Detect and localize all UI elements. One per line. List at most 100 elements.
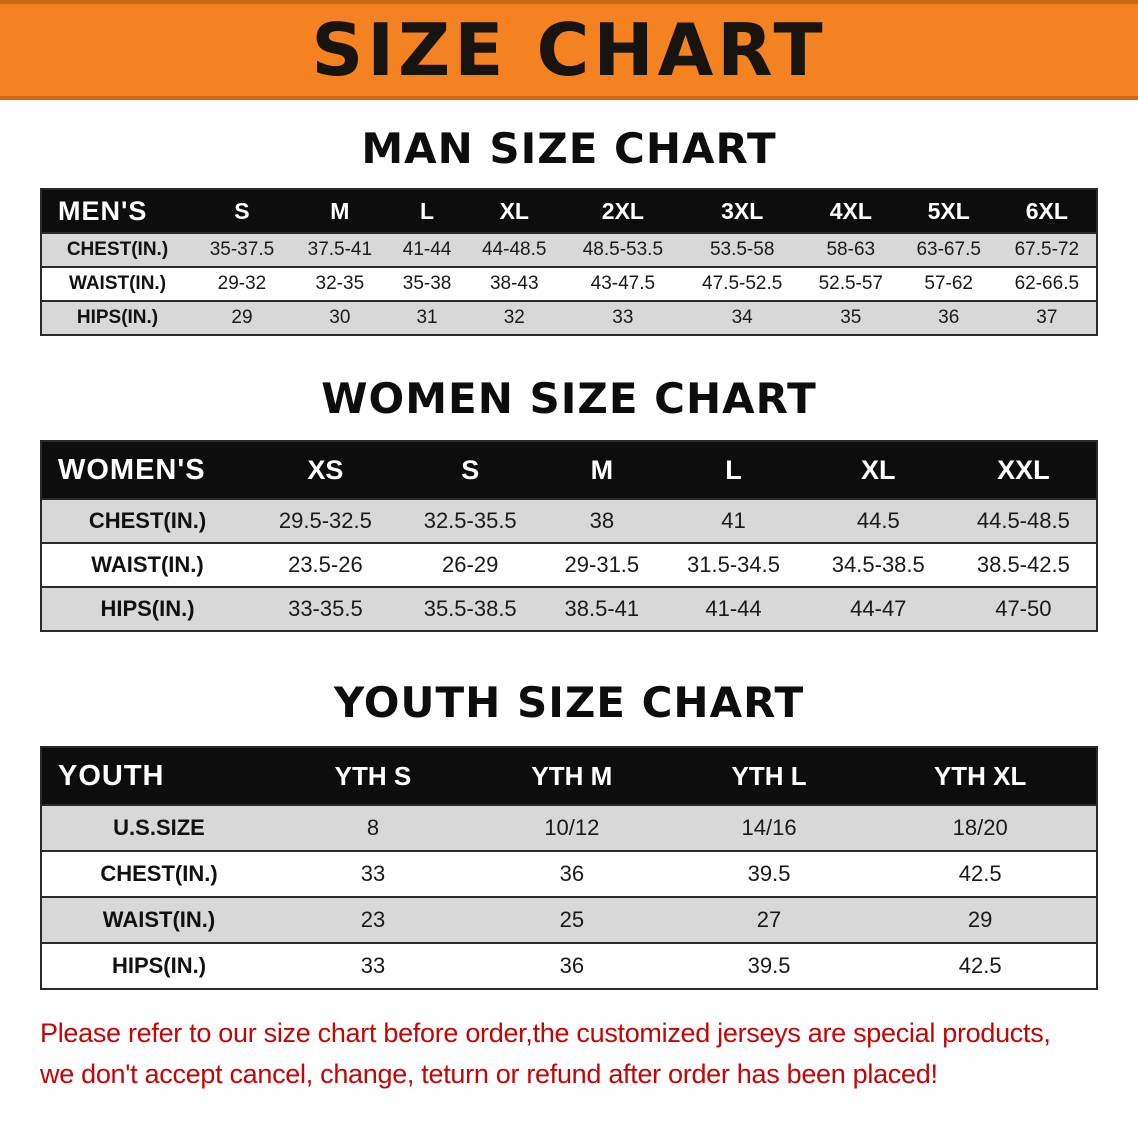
men-size-table: MEN'S S M L XL 2XL 3XL 4XL 5XL 6XL CHEST(IN.) 35-37… [40, 188, 1098, 336]
column-header: 2XL [601, 197, 644, 224]
title-banner: SIZE CHART [0, 0, 1138, 100]
size-cell: 41-44 [402, 239, 452, 260]
column-header: 5XL [927, 197, 970, 224]
row-label: HIPS(IN.) [76, 307, 159, 328]
column-header: YTH S [334, 760, 412, 791]
size-cell: 44-48.5 [482, 239, 547, 260]
size-cell: 35 [840, 307, 862, 328]
table-header-row: YOUTH YTH S YTH M YTH L YTH XL [41, 747, 1097, 805]
column-header: L [725, 454, 742, 485]
size-cell: 29.5-32.5 [278, 508, 372, 533]
size-cell: 36 [559, 861, 585, 886]
size-cell: 29 [231, 307, 253, 328]
size-cell: 23.5-26 [288, 552, 363, 577]
column-header: XS [307, 454, 344, 485]
size-cell: 42.5 [958, 953, 1002, 978]
disclaimer-line-2: we don't accept cancel, change, teturn o… [40, 1059, 938, 1090]
size-cell: 25 [559, 907, 585, 932]
size-cell: 31 [416, 307, 438, 328]
table-row: WAIST(IN.) 29-32 32-35 35-38 38-43 43-47.5 47.… [41, 267, 1097, 301]
size-cell: 39.5 [747, 953, 791, 978]
size-cell: 36 [938, 307, 960, 328]
youth-size-table: YOUTH YTH S YTH M YTH L YTH XL U.S.SIZE 8 10/12… [40, 746, 1098, 990]
size-cell: 37 [1036, 307, 1058, 328]
size-cell: 58-63 [826, 239, 876, 260]
size-table: WOMEN'S XS S M L XL XXL CHEST(IN.) 29.5-32.5 32.5… [40, 440, 1098, 632]
size-cell: 38 [589, 508, 615, 533]
size-cell: 23 [360, 907, 386, 932]
table-group-label: YOUTH [58, 759, 165, 792]
size-cell: 30 [329, 307, 351, 328]
row-label: HIPS(IN.) [111, 953, 207, 978]
size-cell: 53.5-58 [709, 239, 775, 260]
row-label: HIPS(IN.) [100, 596, 195, 621]
row-label: WAIST(IN.) [102, 907, 216, 932]
column-header: YTH XL [933, 760, 1027, 791]
table-row: HIPS(IN.) 33-35.5 35.5-38.5 38.5-41 41-44 44-… [41, 587, 1097, 631]
table-row: CHEST(IN.) 29.5-32.5 32.5-35.5 38 41 44.5 44.5… [41, 499, 1097, 543]
size-cell: 29 [967, 907, 993, 932]
size-cell: 8 [366, 815, 380, 840]
size-cell: 37.5-41 [307, 239, 373, 260]
table-row: CHEST(IN.) 35-37.5 37.5-41 41-44 44-48.5 48.5… [41, 233, 1097, 267]
table-row: HIPS(IN.) 33 36 39.5 42.5 [41, 943, 1097, 989]
disclaimer-note: Please refer to our size chart before or… [40, 1016, 1138, 1092]
size-cell: 32.5-35.5 [423, 508, 517, 533]
size-cell: 35.5-38.5 [423, 596, 517, 621]
table-header-row: MEN'S S M L XL 2XL 3XL 4XL 5XL 6XL [41, 189, 1097, 233]
size-cell: 10/12 [544, 815, 600, 840]
column-header: YTH L [731, 760, 807, 791]
size-cell: 44.5 [856, 508, 900, 533]
size-cell: 38.5-41 [564, 596, 640, 621]
size-cell: 62-66.5 [1014, 273, 1080, 294]
size-cell: 34 [731, 307, 753, 328]
column-header: S [461, 454, 480, 485]
table-row: CHEST(IN.) 33 36 39.5 42.5 [41, 851, 1097, 897]
size-cell: 33 [360, 953, 386, 978]
size-cell: 43-47.5 [590, 273, 656, 294]
table-row: U.S.SIZE 8 10/12 14/16 18/20 [41, 805, 1097, 851]
size-cell: 48.5-53.5 [582, 239, 664, 260]
size-cell: 63-67.5 [916, 239, 981, 260]
size-cell: 38.5-42.5 [976, 552, 1070, 577]
size-cell: 32-35 [315, 273, 365, 294]
column-header: XXL [997, 454, 1050, 485]
column-header: 3XL [721, 197, 764, 224]
size-cell: 31.5-34.5 [687, 552, 780, 577]
row-label: WAIST(IN.) [91, 552, 204, 577]
table-group-label: MEN'S [58, 195, 148, 226]
column-header: S [234, 197, 250, 224]
size-cell: 47-50 [995, 596, 1052, 621]
size-cell: 33 [612, 307, 634, 328]
column-header: 6XL [1025, 197, 1068, 224]
size-cell: 47.5-52.5 [702, 273, 783, 294]
size-cell: 32 [503, 307, 525, 328]
size-cell: 33 [360, 861, 386, 886]
page-title: SIZE CHART [311, 8, 827, 92]
men-section-heading: MAN SIZE CHART [361, 124, 777, 173]
column-header: 4XL [829, 197, 872, 224]
size-cell: 52.5-57 [818, 273, 884, 294]
size-cell: 34.5-38.5 [831, 552, 925, 577]
row-label: CHEST(IN.) [100, 861, 218, 886]
size-cell: 41 [721, 508, 746, 533]
column-header: XL [861, 454, 896, 485]
youth-section: YOUTH SIZE CHART YOUTH YTH S YTH M YTH L YTH… [0, 632, 1138, 990]
size-cell: 35-37.5 [209, 239, 275, 260]
size-cell: 26-29 [442, 552, 499, 577]
women-section: WOMEN SIZE CHART WOMEN'S XS S M L XL XXL CHEST(… [0, 336, 1138, 632]
table-header-row: WOMEN'S XS S M L XL XXL [41, 441, 1097, 499]
disclaimer-line-1: Please refer to our size chart before or… [40, 1018, 1051, 1048]
women-section-heading: WOMEN SIZE CHART [321, 374, 817, 423]
row-label: U.S.SIZE [113, 815, 205, 840]
size-table: MEN'S S M L XL 2XL 3XL 4XL 5XL 6XL CHEST(IN.) 35-37… [40, 188, 1098, 336]
women-size-table: WOMEN'S XS S M L XL XXL CHEST(IN.) 29.5-32.5 32.5… [40, 440, 1098, 632]
youth-section-heading: YOUTH SIZE CHART [333, 678, 805, 727]
column-header: M [590, 454, 614, 485]
size-cell: 27 [756, 907, 782, 932]
column-header: M [330, 197, 350, 224]
table-row: HIPS(IN.) 29 30 31 32 33 34 35 36 37 [41, 301, 1097, 335]
column-header: L [420, 197, 435, 224]
row-label: CHEST(IN.) [88, 508, 207, 533]
size-cell: 67.5-72 [1014, 239, 1080, 260]
